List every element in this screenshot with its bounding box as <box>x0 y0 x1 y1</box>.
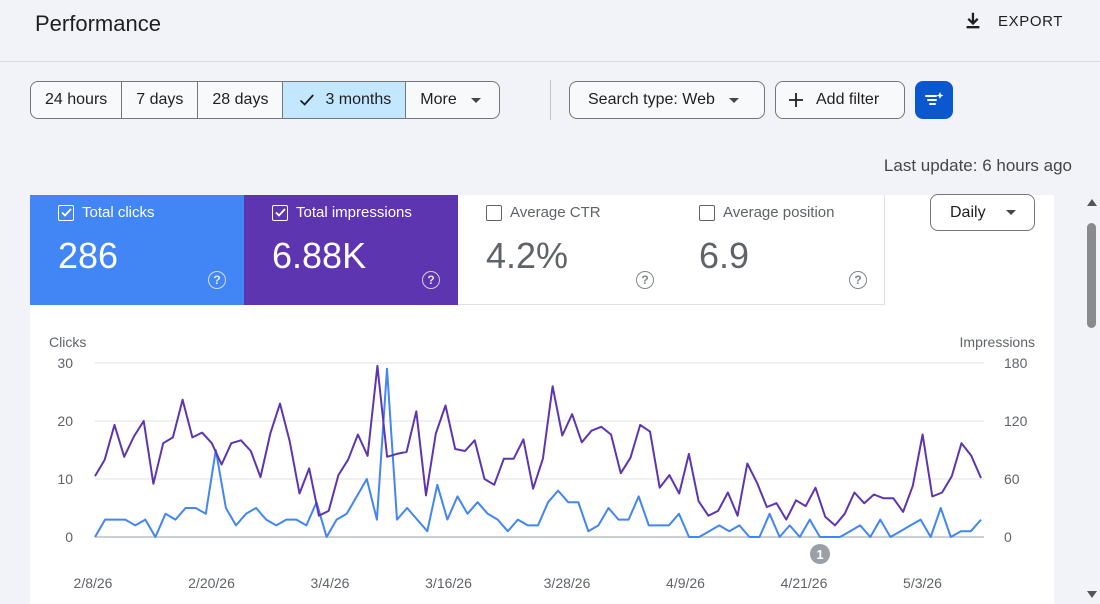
range-label: 7 days <box>136 91 184 108</box>
metric-total-impressions[interactable]: Total impressions 6.88K ? <box>244 195 458 305</box>
granularity-label: Daily <box>950 203 986 221</box>
right-axis-label: Impressions <box>960 334 1035 350</box>
metric-value: 6.9 <box>699 235 750 276</box>
right-tick-label: 0 <box>1004 529 1012 545</box>
range-28-days[interactable]: 28 days <box>198 82 284 118</box>
scroll-down-arrow-icon[interactable] <box>1087 591 1097 598</box>
left-tick-label: 0 <box>65 529 73 545</box>
scrollbar[interactable] <box>1082 195 1100 604</box>
x-tick-label: 3/4/26 <box>311 575 350 591</box>
toolbar-divider <box>550 80 551 120</box>
scroll-thumb[interactable] <box>1087 223 1096 328</box>
search-type-dropdown[interactable]: Search type: Web <box>569 81 765 119</box>
help-icon[interactable]: ? <box>849 271 867 289</box>
metric-total-clicks[interactable]: Total clicks 286 ? <box>30 195 244 305</box>
page-title: Performance <box>35 11 161 36</box>
help-icon[interactable]: ? <box>422 271 440 289</box>
metric-average-ctr[interactable]: Average CTR 4.2% ? <box>458 195 672 305</box>
add-filter-button[interactable]: Add filter <box>775 81 905 119</box>
range-label: 3 months <box>325 91 392 108</box>
x-tick-label: 4/9/26 <box>666 575 705 591</box>
add-filter-label: Add filter <box>816 91 880 108</box>
x-tick-label: 2/8/26 <box>74 575 113 591</box>
range-more-dropdown[interactable]: More <box>406 82 498 118</box>
download-icon <box>966 12 980 29</box>
impressions-series-line <box>94 364 982 527</box>
right-tick-label: 120 <box>1004 413 1028 429</box>
range-24-hours[interactable]: 24 hours <box>31 82 123 118</box>
performance-chart: Clicks Impressions 0 10 20 30 0 60 120 180 2/8/26 2… <box>49 334 1035 591</box>
granularity-dropdown[interactable]: Daily <box>930 194 1035 231</box>
metric-label: Total impressions <box>272 204 412 221</box>
help-icon[interactable]: ? <box>636 271 654 289</box>
metric-label: Average CTR <box>486 204 601 221</box>
x-tick-label: 2/20/26 <box>188 575 235 591</box>
left-tick-label: 10 <box>57 471 73 487</box>
right-tick-label: 180 <box>1004 355 1028 371</box>
range-label: More <box>420 91 457 108</box>
left-tick-label: 20 <box>57 413 73 429</box>
metric-label-text: Total impressions <box>296 204 412 221</box>
filter-sparkle-icon <box>925 92 944 105</box>
caret-down-icon <box>470 97 481 103</box>
caret-down-icon <box>1005 210 1016 215</box>
metric-label-text: Average CTR <box>510 204 601 221</box>
x-tick-label: 5/3/26 <box>903 575 942 591</box>
export-label: EXPORT <box>998 12 1064 30</box>
metric-value: 6.88K <box>272 235 367 276</box>
help-icon[interactable]: ? <box>208 271 226 289</box>
plus-icon <box>789 93 803 107</box>
checkbox-checked-icon <box>272 204 288 221</box>
metric-value: 4.2% <box>486 235 569 276</box>
left-axis-label: Clicks <box>49 334 86 350</box>
x-tick-label: 3/16/26 <box>425 575 472 591</box>
range-3-months[interactable]: 3 months <box>283 82 407 118</box>
range-7-days[interactable]: 7 days <box>122 82 199 118</box>
metric-value: 286 <box>58 235 119 276</box>
performance-card: Total clicks 286 ? Total impressions 6.8… <box>30 195 1054 604</box>
date-range-selector: 24 hours 7 days 28 days 3 months More <box>30 81 500 119</box>
x-tick-label: 4/21/26 <box>781 575 828 591</box>
right-tick-label: 60 <box>1004 471 1020 487</box>
check-icon <box>300 94 315 106</box>
search-type-label: Search type: Web <box>588 91 715 108</box>
checkbox-unchecked-icon <box>699 204 715 221</box>
checkbox-unchecked-icon <box>486 204 502 221</box>
export-button[interactable]: EXPORT <box>962 10 1063 32</box>
metric-label: Average position <box>699 204 834 221</box>
header: Performance EXPORT <box>0 0 1100 62</box>
scroll-up-arrow-icon[interactable] <box>1087 199 1097 206</box>
smart-filter-button[interactable] <box>915 81 953 119</box>
last-update-text: Last update: 6 hours ago <box>883 156 1072 175</box>
annotation-label: 1 <box>816 547 823 562</box>
metric-label-text: Total clicks <box>82 204 155 221</box>
metric-average-position[interactable]: Average position 6.9 ? <box>671 195 885 305</box>
metric-label-text: Average position <box>723 204 835 221</box>
clicks-series-line <box>94 367 982 538</box>
metric-label: Total clicks <box>58 204 155 221</box>
range-label: 28 days <box>212 91 269 108</box>
checkbox-checked-icon <box>58 204 74 221</box>
x-tick-label: 3/28/26 <box>544 575 591 591</box>
range-label: 24 hours <box>45 91 108 108</box>
annotation-marker <box>810 544 830 564</box>
caret-down-icon <box>728 97 739 103</box>
left-tick-label: 30 <box>57 355 73 371</box>
